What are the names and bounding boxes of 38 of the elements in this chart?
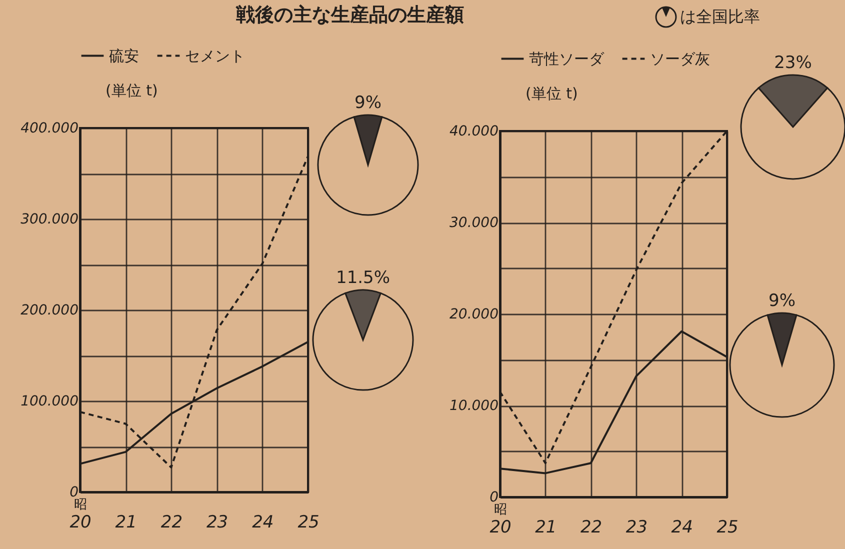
y-tick-label: 300.000 [20,212,79,228]
text: 戦後の主な生産品の生産額 [236,4,464,26]
x-tick-label: 20 [490,518,512,538]
y-tick-label: 0 [490,490,499,506]
y-tick-label: 200.000 [20,302,79,318]
data-label: 9% [354,93,382,113]
x-tick-label: 20 [70,512,92,532]
y-tick-label: 0 [70,484,79,500]
x-tick-label: 21 [115,512,137,532]
y-tick-label: 10.000 [450,398,499,414]
x-tick-label: 24 [671,518,693,538]
x-axis-title: 昭 [74,498,87,512]
x-tick-label: 25 [298,512,320,532]
y-tick-label: 20.000 [450,306,499,322]
text: は全国比率 [680,6,760,28]
pie-slice [317,116,419,216]
x-axis-title: 昭 [494,502,507,518]
x-tick-label: 24 [252,512,274,532]
x-tick-label: 23 [626,518,648,538]
x-tick-label: 22 [580,518,602,538]
y-tick-label: 30.000 [450,215,499,231]
x-tick-label: 22 [160,512,183,532]
y-axis-title: (単位 t) [526,84,578,102]
y-tick-label: 40.000 [450,124,499,140]
x-tick-label: 21 [535,518,557,538]
x-tick-label: 25 [716,518,738,538]
legend-label: ソーダ灰 [650,50,710,68]
data-label: 11.5% [336,268,390,288]
legend-label: 硫安 [109,46,139,65]
y-tick-label: 100.000 [20,394,79,410]
y-tick-label: 400.000 [20,120,79,136]
data-label: 9% [768,291,796,311]
x-tick-label: 23 [206,512,228,532]
pie-slice [312,292,414,391]
y-axis-title: (単位 t) [106,82,158,100]
legend-label: セメント [185,46,245,65]
data-label: 23% [774,53,812,73]
legend-label: 苛性ソーダ [529,50,605,68]
